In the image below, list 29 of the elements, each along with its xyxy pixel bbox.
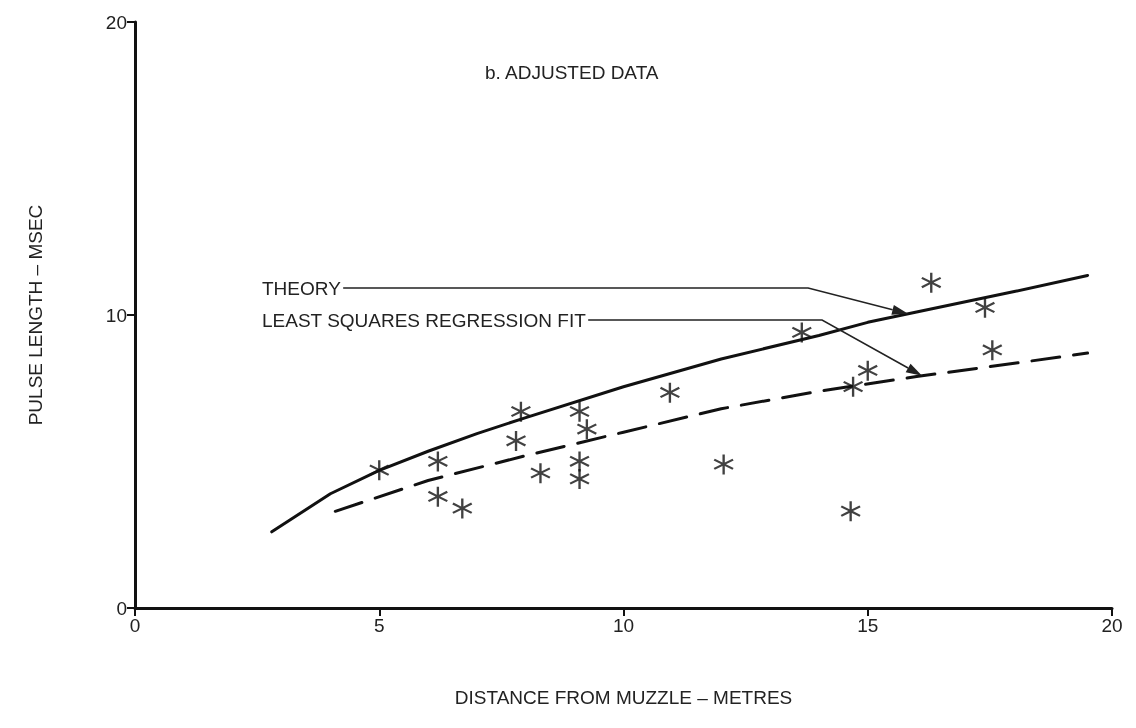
- x-tick-label: 5: [373, 615, 385, 636]
- point: [569, 401, 590, 422]
- point: [427, 486, 448, 507]
- text: b. ADJUSTED DATA: [485, 62, 659, 83]
- x-tick-label: 20: [1101, 615, 1123, 636]
- point: [530, 463, 551, 484]
- annotation: THEORY: [262, 278, 342, 299]
- x-tick-label: 0: [129, 615, 141, 636]
- point: [857, 360, 878, 381]
- point: [452, 498, 473, 519]
- point: [427, 451, 448, 472]
- x-tick-label: 15: [857, 615, 879, 636]
- point: [569, 451, 590, 472]
- point: [921, 272, 942, 293]
- annotation: LEAST SQUARES REGRESSION FIT: [262, 310, 587, 331]
- point: [713, 454, 734, 475]
- y-tick-label: 20: [105, 11, 127, 33]
- point: [840, 501, 861, 522]
- point: [569, 469, 590, 490]
- point: [506, 430, 527, 451]
- y-tick-label: 0: [116, 597, 127, 619]
- x-axis-title: DISTANCE FROM MUZZLE – METRES: [454, 687, 793, 708]
- y-tick-label: 10: [105, 304, 127, 326]
- point: [659, 382, 680, 403]
- x-tick-label: 10: [612, 615, 635, 636]
- line-series: [333, 351, 1090, 513]
- point: [576, 419, 597, 440]
- point: [982, 340, 1003, 361]
- y-axis-title: PULSE LENGTH – MSEC: [25, 204, 46, 426]
